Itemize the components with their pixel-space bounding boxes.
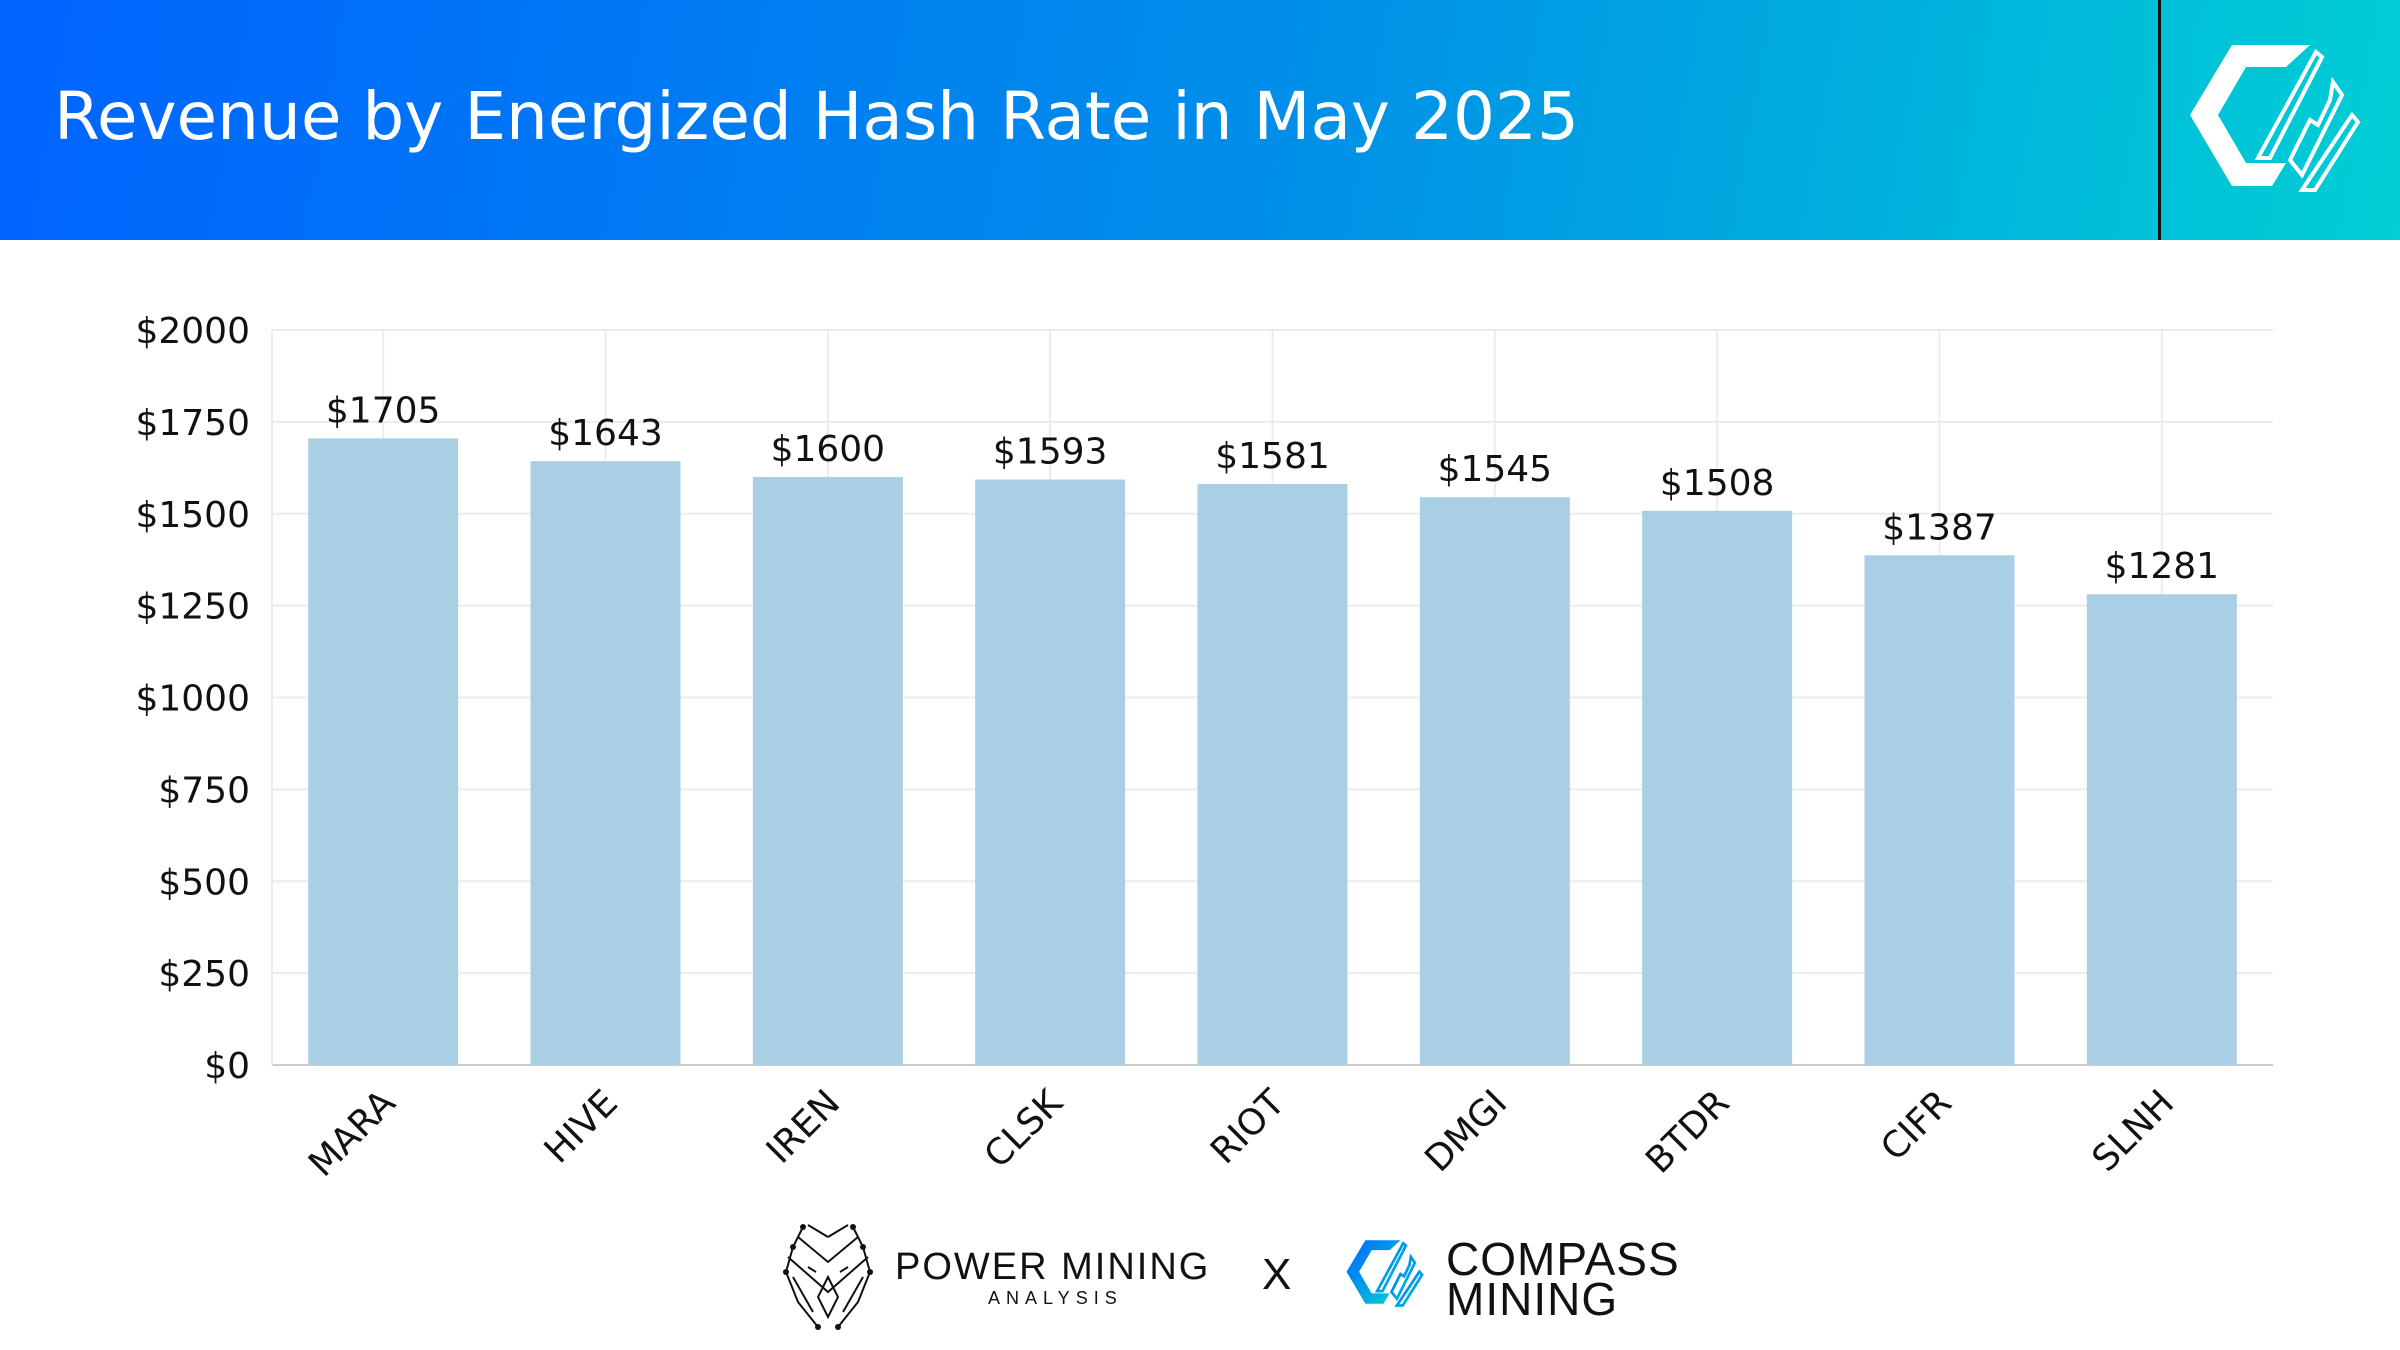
x-tick-label: SLNH [2085, 1082, 2183, 1180]
data-label: $1508 [1660, 463, 1775, 504]
y-tick-label: $1250 [135, 587, 250, 628]
chart-title: Revenue by Energized Hash Rate in May 20… [54, 78, 1579, 155]
analysis-text: ANALYSIS [988, 1288, 1123, 1308]
bar [975, 479, 1126, 1065]
data-label: $1387 [1882, 507, 1997, 548]
data-label: $1705 [326, 390, 441, 431]
bar [752, 477, 903, 1065]
x-tick-label: RIOT [1203, 1082, 1293, 1172]
compass-text: COMPASS [1446, 1233, 1680, 1285]
compass-mining-logo-icon [2190, 45, 2361, 192]
y-tick-label: $250 [158, 954, 250, 995]
bar [1642, 510, 1793, 1065]
separator-x: X [1262, 1250, 1292, 1299]
x-tick-label: IREN [759, 1082, 848, 1171]
bar [308, 438, 459, 1066]
y-tick-label: $1500 [135, 495, 250, 536]
x-tick-label: CIFR [1873, 1082, 1960, 1169]
bar [1864, 555, 2015, 1065]
data-label: $1643 [548, 413, 663, 454]
y-tick-label: $0 [204, 1046, 250, 1087]
data-label: $1593 [993, 432, 1108, 473]
y-tick-label: $2000 [135, 311, 250, 352]
data-label: $1281 [2105, 546, 2220, 587]
bar [1197, 483, 1348, 1065]
power-mining-text: POWER MINING [895, 1246, 1211, 1288]
y-tick-label: $1000 [135, 679, 250, 720]
bar-chart: $0 $250 $500 $750 $1000 $1250 $1500 $1750 $2000 $… [135, 311, 2273, 1185]
lion-logo-icon [783, 1224, 873, 1330]
data-label: $1545 [1438, 449, 1553, 490]
data-label: $1600 [771, 429, 886, 470]
bar [1419, 497, 1570, 1065]
header-divider [2158, 0, 2161, 240]
y-tick-label: $1750 [135, 403, 250, 444]
x-tick-label: BTDR [1638, 1082, 1737, 1181]
y-tick-label: $750 [158, 770, 250, 811]
x-tick-label: CLSK [977, 1081, 1072, 1176]
bar [2086, 594, 2237, 1065]
x-tick-label: DMGI [1417, 1082, 1515, 1180]
x-tick-label: HIVE [537, 1082, 626, 1171]
bar [530, 461, 681, 1065]
header-banner: Revenue by Energized Hash Rate in May 20… [0, 0, 2400, 240]
footer-logos: POWER MINING ANALYSIS X COMPASS MINING [0, 1200, 2400, 1350]
y-tick-label: $500 [158, 862, 250, 903]
data-label: $1581 [1215, 436, 1330, 477]
x-tick-label: MARA [301, 1082, 404, 1185]
compass-mining-color-logo-icon [1346, 1240, 1424, 1307]
mining-text: MINING [1446, 1273, 1619, 1325]
